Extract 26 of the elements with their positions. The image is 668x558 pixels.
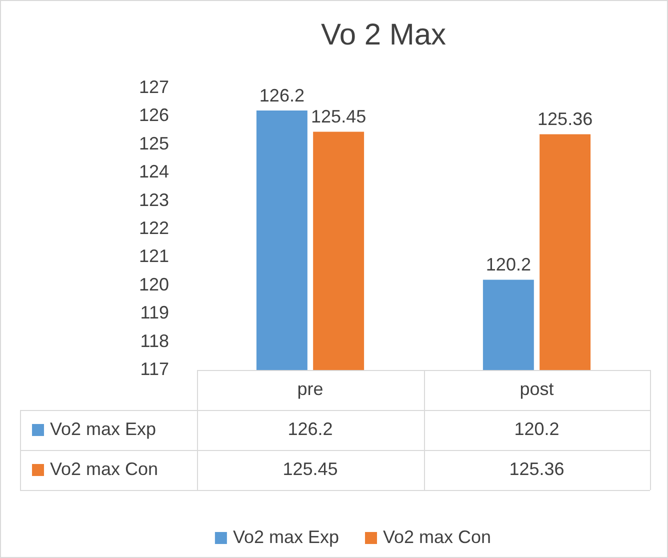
text: Vo2 max Exp: [50, 418, 156, 439]
text: 120.2: [514, 418, 560, 439]
x-tick-label: post: [520, 378, 554, 399]
y-tick-label: 124: [138, 162, 169, 182]
data-label: 125.36: [538, 109, 593, 130]
y-tick-label: 118: [140, 330, 169, 351]
data-label: 126.2: [259, 86, 304, 106]
x-tick-label: pre: [297, 378, 324, 399]
y-tick-label: 125: [138, 133, 169, 154]
chart-title: Vo 2 Max: [320, 18, 446, 52]
y-tick-label: 120: [138, 274, 169, 294]
legend-label: Vo2 max Con: [383, 526, 492, 547]
y-tick-label: 123: [138, 190, 169, 210]
y-tick-label: 117: [140, 358, 169, 379]
y-tick-label: 126: [138, 105, 169, 126]
y-tick-label: 119: [140, 302, 169, 323]
text: 125.36: [509, 458, 564, 479]
y-tick-label: 121: [138, 246, 169, 266]
text: 126.2: [288, 418, 333, 439]
y-tick-label: 122: [138, 218, 169, 238]
text: Vo2 max Con: [50, 458, 158, 479]
legend-label: Vo2 max Exp: [232, 526, 340, 547]
data-label: 125.45: [311, 106, 366, 127]
y-tick-label: 127: [138, 76, 169, 97]
data-label: 120.2: [486, 254, 531, 275]
text: 125.45: [282, 458, 338, 479]
